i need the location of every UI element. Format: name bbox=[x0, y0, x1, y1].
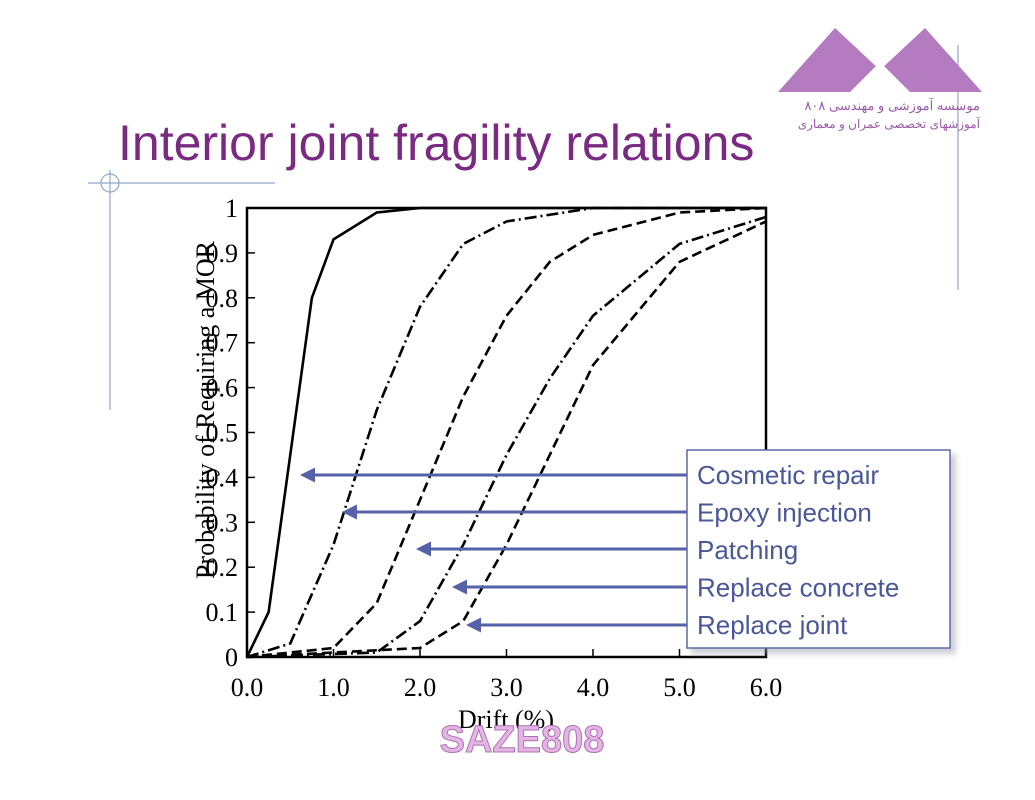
callout-label: Replace concrete bbox=[697, 573, 899, 603]
callout-box bbox=[686, 449, 951, 649]
x-tick-label: 0.0 bbox=[231, 673, 264, 702]
callout-label: Patching bbox=[697, 535, 798, 565]
x-tick-label: 6.0 bbox=[750, 673, 783, 702]
y-tick-label: 0.7 bbox=[206, 329, 239, 358]
callout: Cosmetic repair Epoxy injection Patching Re… bbox=[300, 449, 951, 649]
plot-frame bbox=[245, 206, 768, 659]
y-tick-label: 0.2 bbox=[206, 553, 239, 582]
y-tick-label: 0.4 bbox=[206, 463, 239, 492]
y-axis-label: Probability of Requiring a MOR bbox=[191, 240, 220, 579]
logo-line: موسسه آموزشی و مهندسی ۸۰۸ bbox=[804, 97, 980, 114]
x-tick-label: 2.0 bbox=[404, 673, 437, 702]
callout-label: Cosmetic repair bbox=[697, 460, 879, 490]
watermark: SAZE808 bbox=[440, 719, 605, 761]
y-tick-label: 0.1 bbox=[206, 598, 239, 627]
y-tick-label: 0 bbox=[225, 643, 238, 672]
x-tick-label: 4.0 bbox=[577, 673, 610, 702]
x-tick-label: 3.0 bbox=[490, 673, 523, 702]
y-tick-label: 0.3 bbox=[206, 508, 239, 537]
callout-label: Epoxy injection bbox=[697, 498, 872, 528]
x-tick-label: 1.0 bbox=[317, 673, 350, 702]
y-tick-label: 0.9 bbox=[206, 239, 239, 268]
slide-title: Interior joint fragility relations bbox=[118, 115, 754, 171]
x-axis-label: Drift (%) bbox=[458, 705, 554, 734]
y-tick-label: 0.5 bbox=[206, 419, 239, 448]
series-line bbox=[246, 206, 766, 659]
callout-label: Replace joint bbox=[697, 610, 848, 640]
plot: 0 0.1 0.2 0.3 0.4 0.5 0.6 0.7 0.8 0.9 1 0.0 1.0 2.0 3.… bbox=[206, 194, 783, 702]
y-tick-label: 0.6 bbox=[206, 374, 239, 403]
logo-line: آموزشهای تخصصی عمران و معماری bbox=[798, 116, 981, 131]
y-tick-label: 0.8 bbox=[206, 284, 239, 313]
x-tick-label: 5.0 bbox=[663, 673, 696, 702]
series-line bbox=[246, 220, 767, 659]
logo: موسسه آموزشی و مهندسی ۸۰۸ آموزشهای تخصصی… bbox=[778, 28, 982, 131]
y-tick-label: 1 bbox=[225, 194, 238, 223]
